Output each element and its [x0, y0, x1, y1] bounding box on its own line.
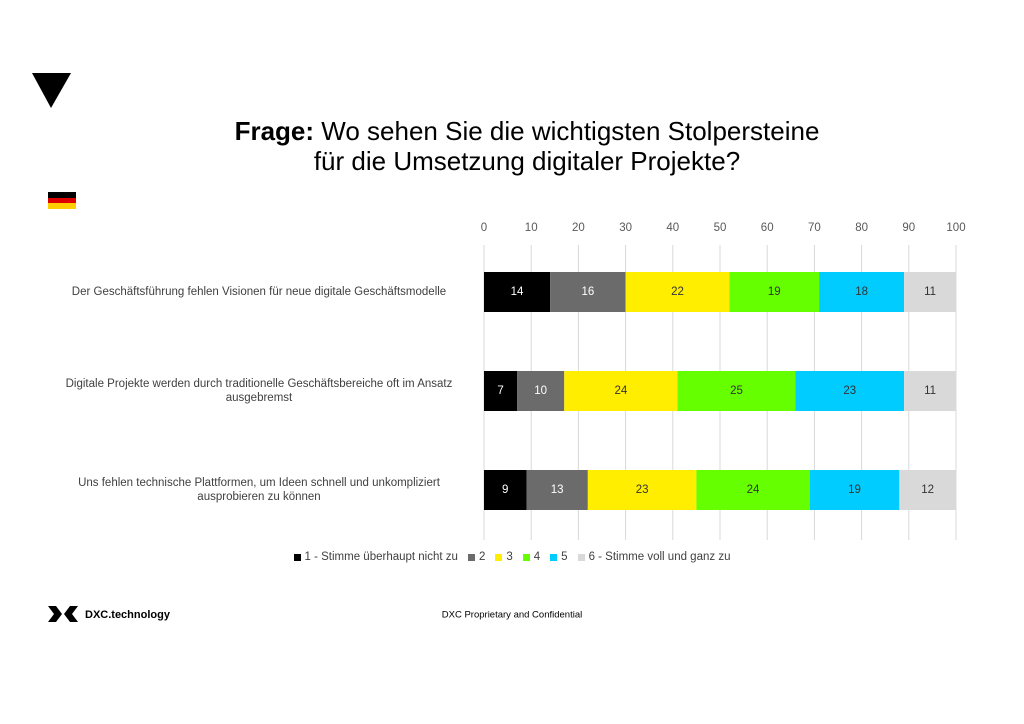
value-label: 22 — [671, 286, 684, 298]
x-tick-label: 40 — [666, 222, 679, 234]
value-label: 23 — [636, 484, 649, 496]
value-label: 16 — [581, 286, 594, 298]
bar-segment — [550, 272, 626, 312]
value-label: 24 — [614, 385, 627, 397]
category-label: Uns fehlen technische Plattformen, um Id… — [78, 477, 440, 503]
value-label: 25 — [730, 385, 743, 397]
brand: DXC.technology — [85, 609, 171, 621]
german-flag — [48, 192, 76, 209]
dxc-logo — [48, 606, 78, 622]
value-label: 19 — [768, 286, 781, 298]
x-tick-label: 0 — [481, 222, 487, 234]
bar-segment — [484, 470, 527, 510]
x-tick-label: 30 — [619, 222, 632, 234]
title-label: Frage: — [235, 116, 314, 146]
value-label: 7 — [497, 385, 503, 397]
legend-swatch — [550, 553, 558, 561]
bar-segment — [484, 272, 551, 312]
value-label: 10 — [534, 385, 547, 397]
bar-segment — [517, 371, 565, 411]
x-tick-label: 70 — [808, 222, 821, 234]
legend-item: 6 - Stimme voll und ganz zu — [577, 551, 731, 563]
legend-label: 3 — [506, 551, 513, 563]
value-label: 19 — [848, 484, 861, 496]
legend-swatch — [467, 553, 475, 561]
value-label: 23 — [843, 385, 856, 397]
x-tick-label: 90 — [902, 222, 915, 234]
legend-label: 5 — [561, 551, 568, 563]
bar-segment — [904, 272, 956, 312]
value-label: 11 — [924, 286, 936, 298]
x-tick-label: 50 — [714, 222, 727, 234]
x-tick-label: 60 — [761, 222, 774, 234]
legend-item: 4 — [522, 551, 541, 563]
legend-label: 6 - Stimme voll und ganz zu — [588, 551, 731, 563]
footer-note: DXC Proprietary and Confidential — [442, 610, 582, 621]
value-label: 12 — [921, 484, 934, 496]
x-tick-label: 10 — [525, 222, 538, 234]
value-label: 18 — [855, 286, 868, 298]
bar-segment — [899, 470, 956, 510]
legend-item: 2 — [467, 551, 486, 563]
corner-triangle — [32, 73, 71, 108]
bar-segment — [526, 470, 588, 510]
title-line: für die Umsetzung digitaler Projekte? — [314, 146, 740, 176]
value-label: 9 — [502, 484, 508, 496]
bar-segment — [809, 470, 900, 510]
bar-segment — [819, 272, 905, 312]
bar-segment — [795, 371, 905, 411]
bar-segment — [904, 371, 956, 411]
x-tick-label: 80 — [855, 222, 868, 234]
legend-swatch — [495, 553, 503, 561]
legend: 1 - Stimme überhaupt nicht zu 2 3 4 5 6 - Sti… — [0, 551, 1024, 563]
bar-segment — [677, 371, 796, 411]
legend-item: 5 — [550, 551, 568, 563]
bar-segment — [729, 272, 820, 312]
legend-swatch — [522, 553, 530, 561]
value-label: 14 — [511, 286, 524, 298]
category-label: Der Geschäftsführung fehlen Visionen für… — [71, 286, 447, 298]
bar-segment — [696, 470, 810, 510]
chart-title: Frage: Wo sehen Sie die wichtigsten Stol… — [235, 116, 820, 146]
legend-swatch — [293, 553, 301, 561]
legend-label: 4 — [533, 551, 541, 563]
x-tick-label: 100 — [946, 222, 965, 234]
legend-item: 3 — [495, 551, 513, 563]
legend-item: 1 - Stimme überhaupt nicht zu — [293, 551, 458, 563]
title-line: Wo sehen Sie die wichtigsten Stolperstei… — [321, 116, 819, 146]
value-label: 13 — [551, 484, 564, 496]
bar-segment — [587, 470, 697, 510]
x-tick-label: 20 — [572, 222, 585, 234]
legend-swatch — [577, 553, 585, 561]
bar-segment — [625, 272, 730, 312]
legend-label: 1 - Stimme überhaupt nicht zu — [304, 551, 458, 563]
value-label: 24 — [747, 484, 760, 496]
bar-segment — [564, 371, 678, 411]
category-label: Digitale Projekte werden durch tradition… — [65, 378, 453, 404]
value-label: 11 — [924, 385, 936, 397]
legend-label: 2 — [478, 551, 486, 563]
bar-segment — [484, 371, 518, 411]
